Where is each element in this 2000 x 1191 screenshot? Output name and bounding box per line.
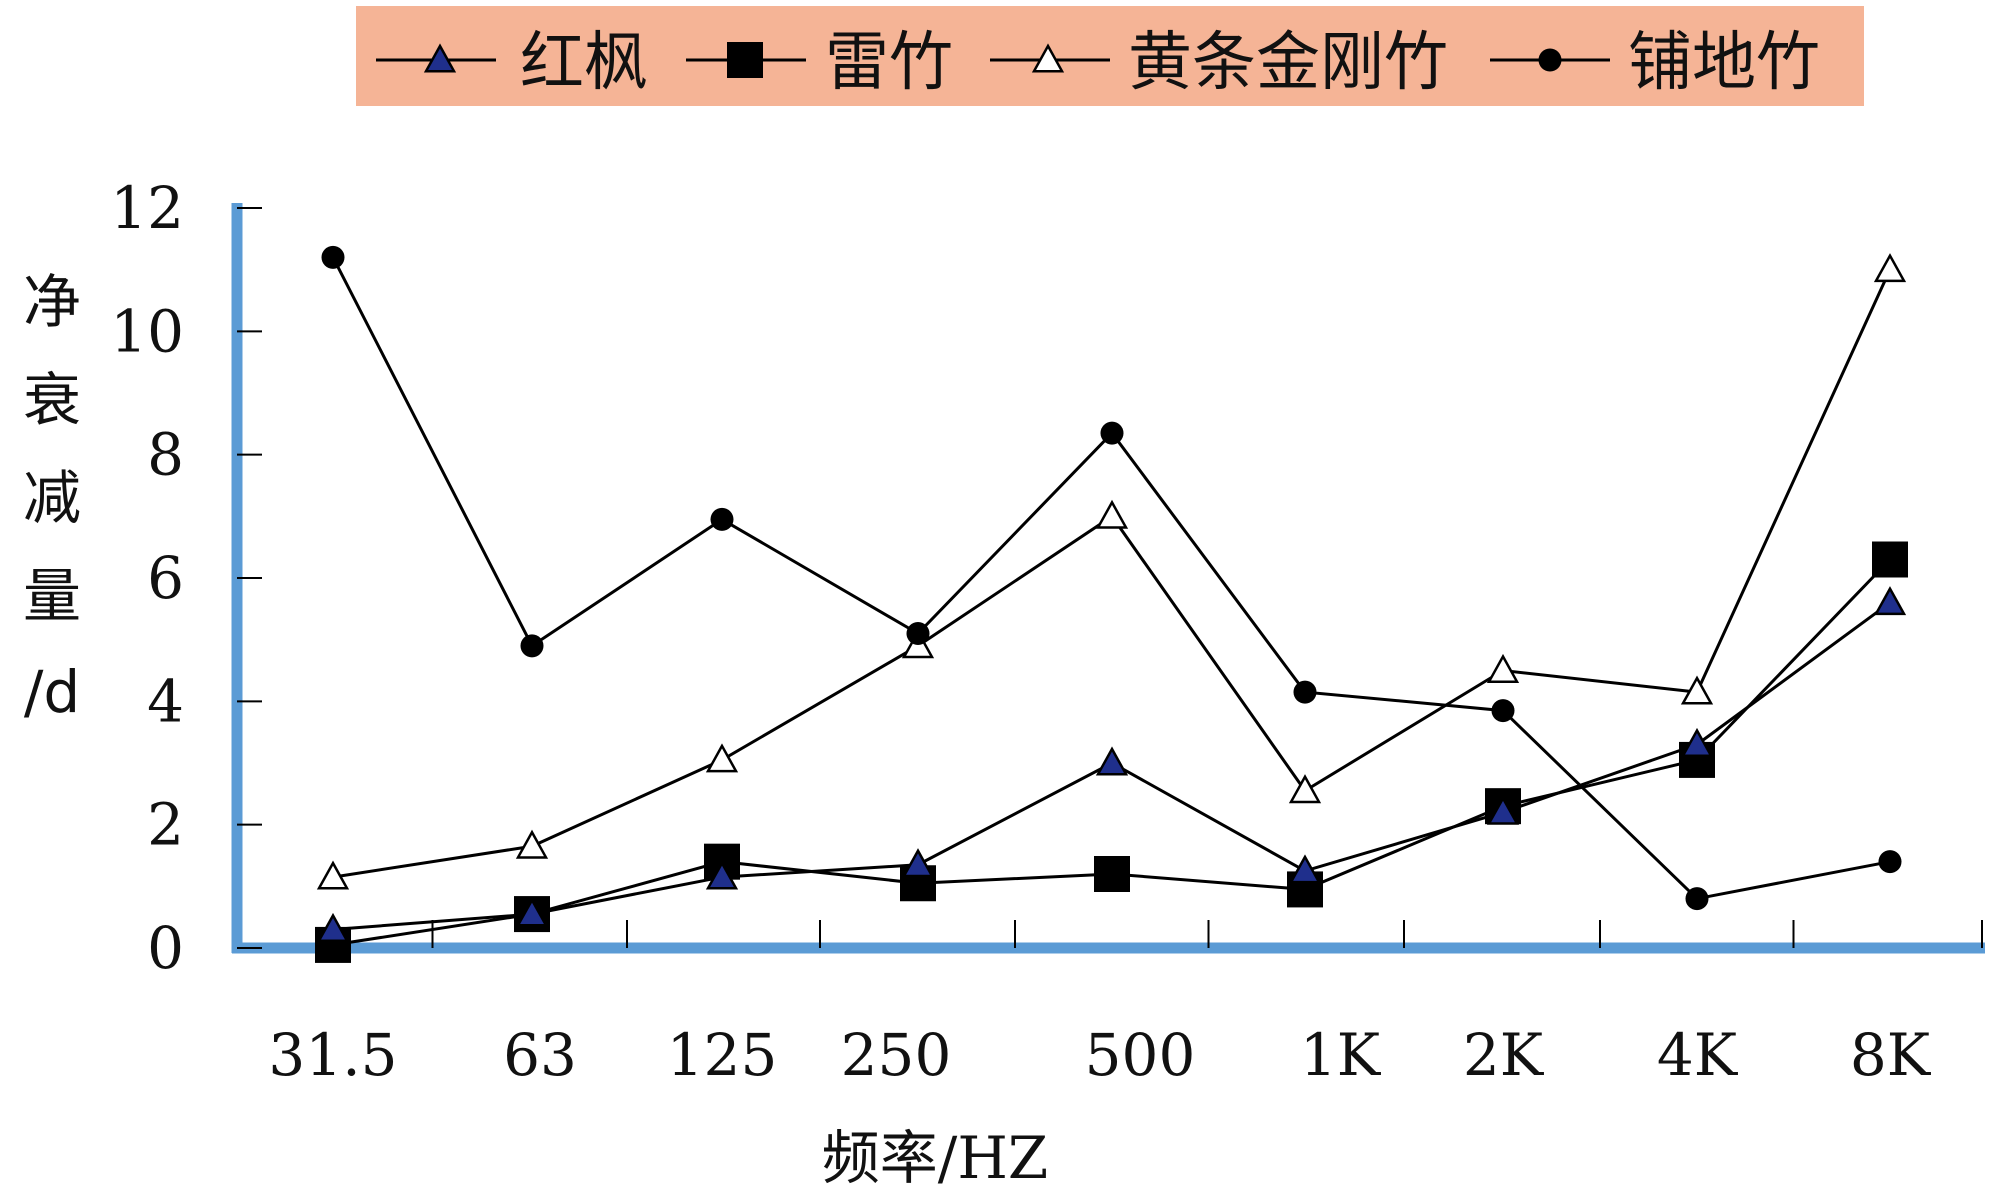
series-3-point-8 (1878, 850, 1902, 874)
y-tick-label-0: 0 (147, 914, 184, 982)
series-0-point-4 (1095, 746, 1129, 776)
legend-label-2: 黄条金刚竹 (1128, 26, 1448, 100)
y-tick-label-2: 2 (147, 791, 184, 859)
series-2-point-7 (1680, 675, 1714, 705)
x-axis-label: 频率/HZ (822, 1124, 1048, 1191)
series-0-point-2 (705, 860, 739, 890)
series-0-point-3 (901, 848, 935, 878)
legend-label-0: 红枫 (520, 26, 648, 100)
x-tick-label-125: 125 (667, 1021, 778, 1089)
series-3-point-5 (1293, 680, 1317, 704)
series-markers (315, 245, 1908, 963)
series-2-point-6 (1486, 653, 1520, 683)
x-ticks: 31.5 63 125 250 500 1K 2K 4K 8K (268, 920, 1983, 1089)
y-axis-label-char-0: 净 (23, 268, 81, 336)
series-1-point-4 (1094, 856, 1130, 892)
legend-marker-0 (423, 43, 457, 73)
legend-box (356, 6, 1864, 106)
series-3-point-2 (710, 507, 734, 531)
series-3-point-6 (1491, 699, 1515, 723)
series-0-point-8 (1873, 586, 1907, 616)
legend-marker-1 (727, 42, 763, 78)
y-axis-label-char-1: 衰 (23, 366, 81, 434)
series-3-point-4 (1100, 421, 1124, 445)
x-tick-label-4K: 4K (1657, 1021, 1739, 1089)
x-tick-label-8K: 8K (1850, 1021, 1932, 1089)
y-axis-label-char-2: 减 (23, 464, 81, 532)
series-1-point-8 (1872, 541, 1908, 578)
x-tick-label-250: 250 (841, 1021, 952, 1089)
y-ticks: 0 2 4 6 8 10 12 (110, 174, 262, 982)
series-2-point-5 (1288, 774, 1322, 804)
x-tick-label-31.5: 31.5 (268, 1021, 397, 1089)
legend: 红枫 雷竹 黄条金刚竹 铺地竹 (376, 26, 1820, 100)
series-line-3 (331, 256, 1891, 901)
y-tick-label-4: 4 (147, 667, 184, 735)
series-0-point-1 (515, 897, 549, 927)
x-tick-label-500: 500 (1085, 1021, 1196, 1089)
x-tick-label-63: 63 (503, 1021, 577, 1089)
y-tick-label-8: 8 (147, 421, 184, 489)
series-0-point-6 (1486, 795, 1520, 825)
legend-marker-2 (1031, 43, 1065, 73)
series-lines (331, 256, 1892, 947)
series-0-point-0 (316, 912, 350, 942)
series-line-2 (332, 269, 1892, 879)
x-tick-label-1K: 1K (1300, 1021, 1382, 1089)
y-tick-label-12: 12 (110, 174, 184, 242)
series-3-point-3 (906, 622, 930, 645)
legend-label-1: 雷竹 (825, 26, 953, 100)
series-3-point-7 (1685, 887, 1709, 911)
y-axis-label-char-4: /d (24, 658, 80, 726)
series-0-point-7 (1680, 727, 1714, 757)
series-2-point-1 (515, 829, 549, 859)
series-3-point-0 (321, 245, 345, 269)
series-2-point-8 (1873, 253, 1907, 283)
series-2-point-4 (1095, 499, 1129, 529)
x-tick-label-2K: 2K (1463, 1021, 1545, 1089)
y-tick-label-10: 10 (110, 297, 184, 365)
series-3-point-1 (520, 634, 544, 658)
y-axis-label-char-3: 量 (23, 562, 81, 630)
series-0-point-5 (1288, 854, 1322, 884)
legend-label-3: 铺地竹 (1628, 26, 1820, 100)
series-2-point-2 (705, 743, 739, 773)
y-tick-label-6: 6 (147, 544, 184, 612)
legend-marker-3 (1538, 48, 1562, 72)
series-2-point-0 (316, 860, 350, 890)
